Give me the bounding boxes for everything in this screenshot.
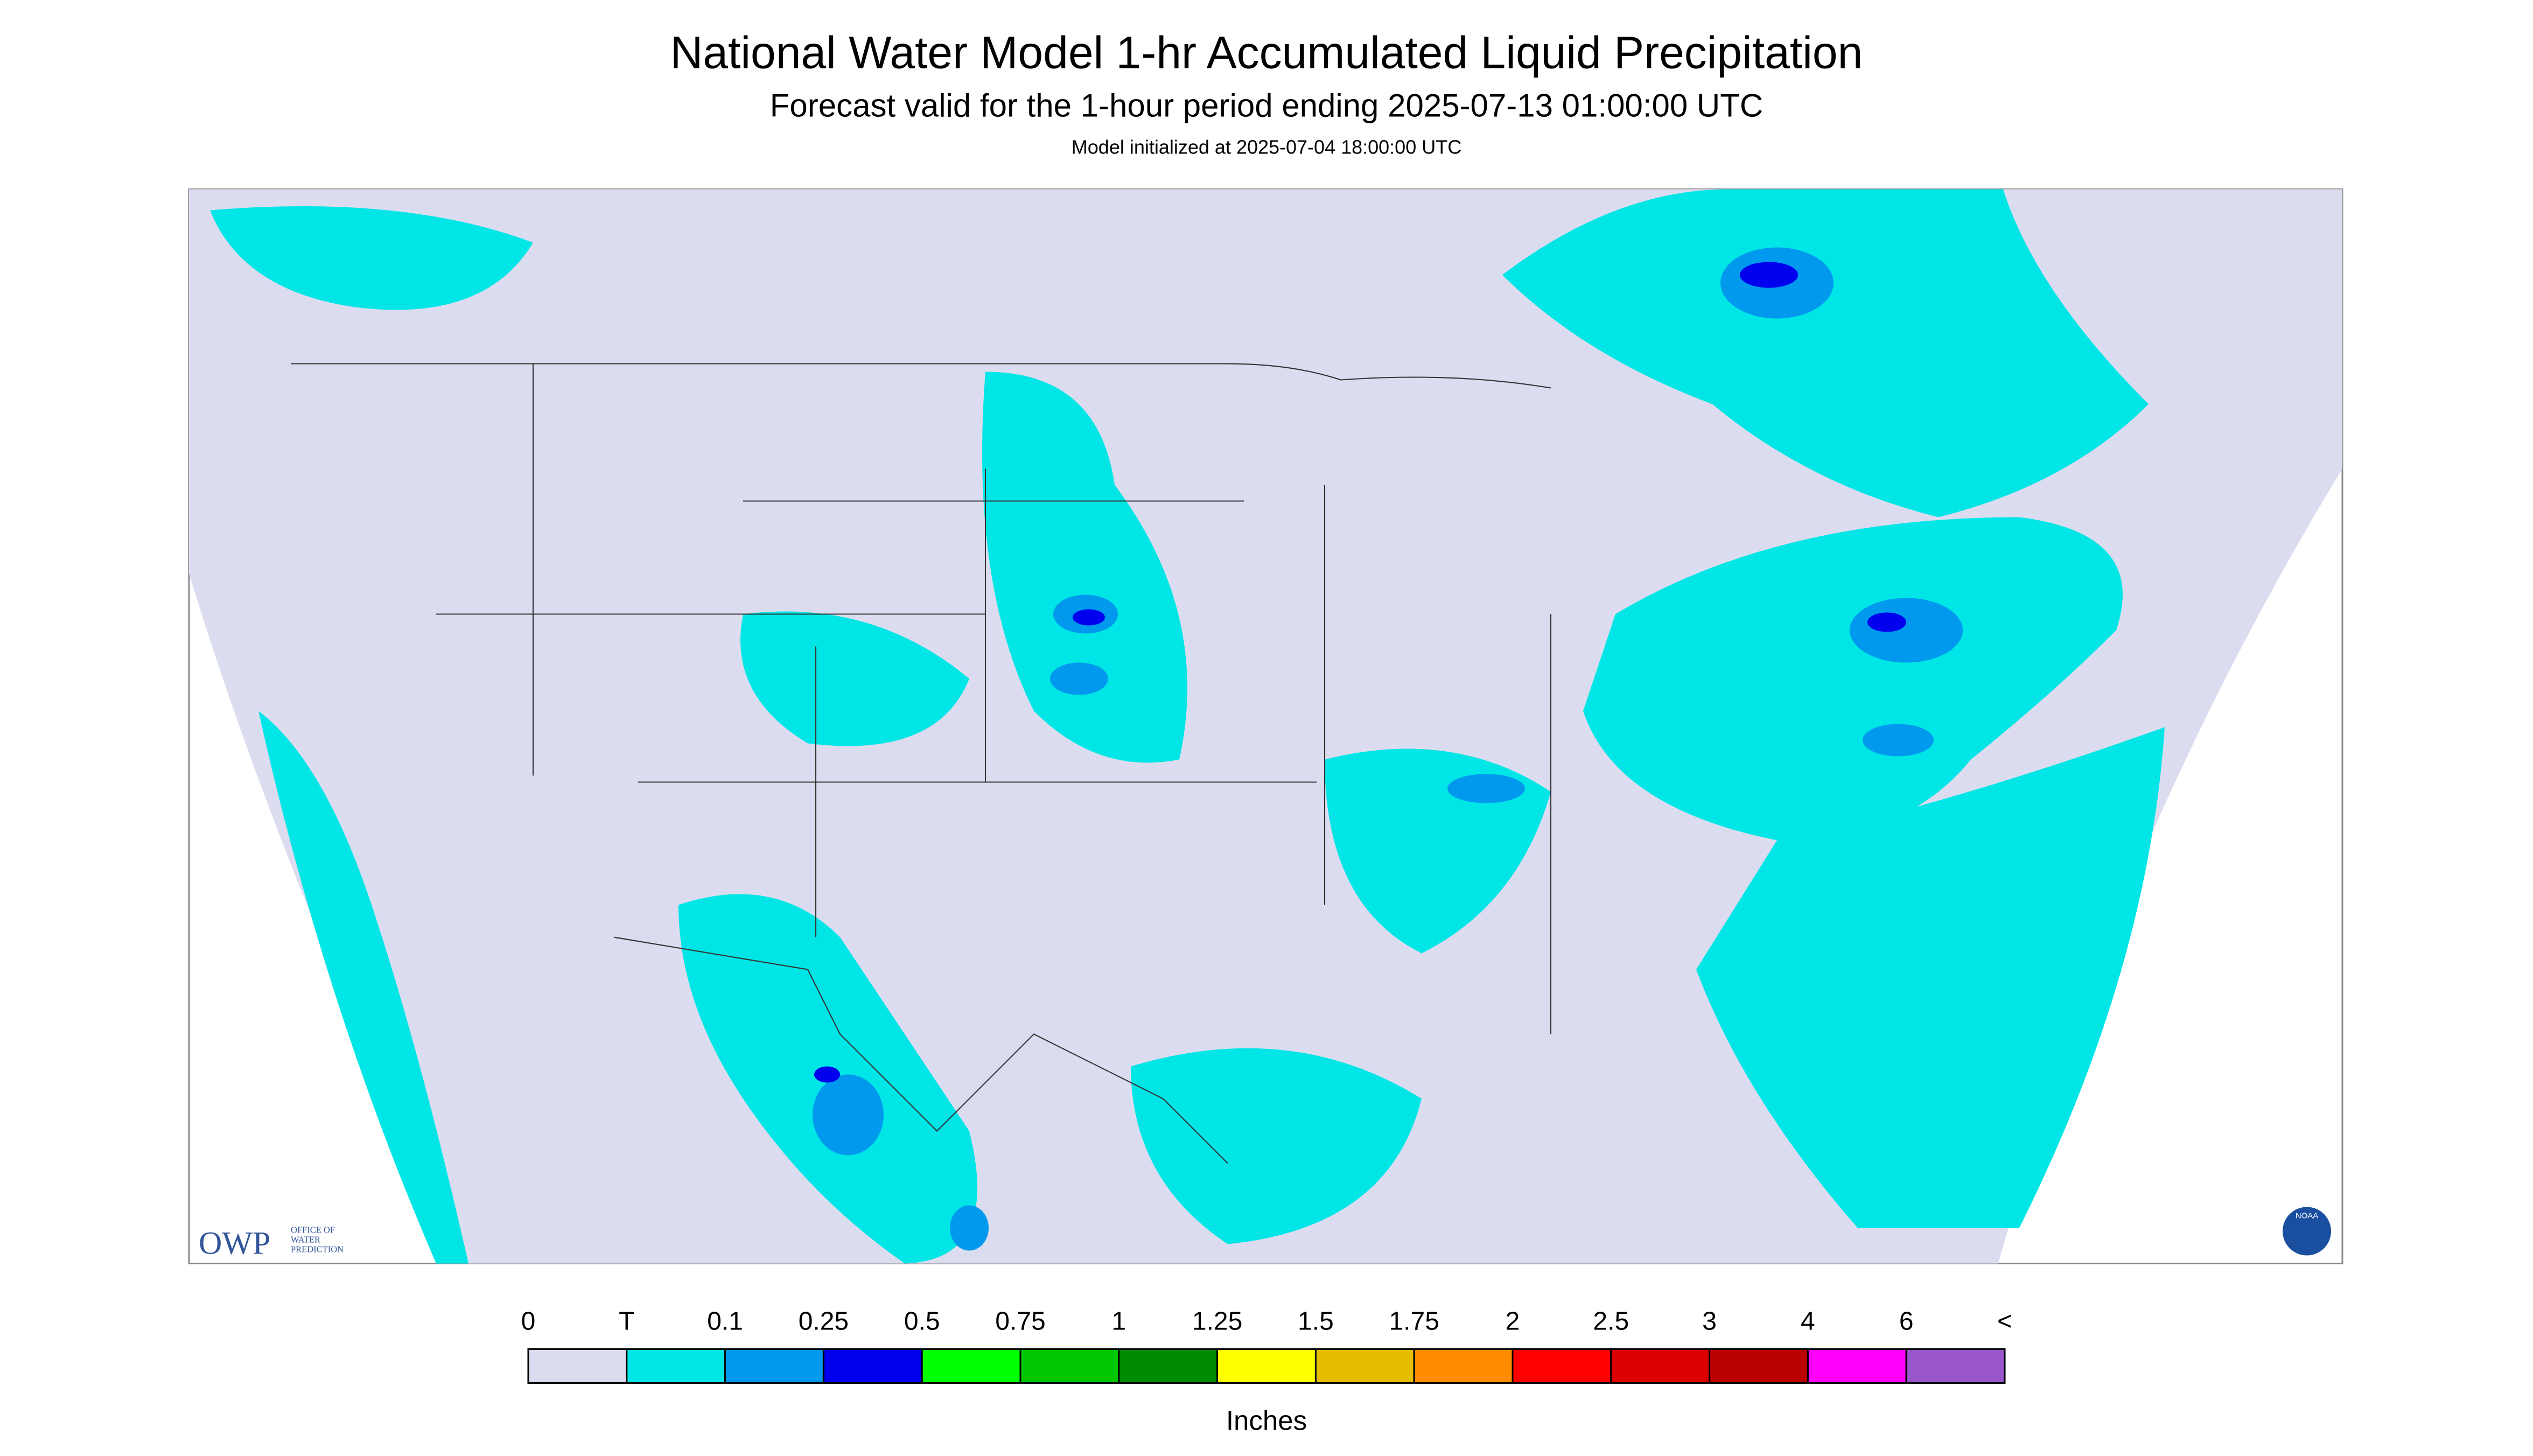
rain-area	[982, 372, 1187, 763]
legend-label: 0.75	[995, 1307, 1045, 1336]
legend-unit: Inches	[1226, 1405, 1307, 1436]
legend-swatch	[1118, 1348, 1219, 1384]
legend-label: <	[1997, 1307, 2012, 1336]
border-line	[613, 936, 1228, 1164]
map: OWP OFFICE OF WATER PREDICTION NOAA	[188, 188, 2343, 1264]
heavy-cell	[1447, 774, 1525, 803]
border-line	[291, 363, 1551, 389]
legend-swatch	[1216, 1348, 1317, 1384]
legend-label: 1	[1111, 1307, 1126, 1336]
heavy-cell	[1863, 724, 1934, 757]
legend-swatch	[1019, 1348, 1120, 1384]
legend-label: T	[619, 1307, 634, 1336]
legend-swatch	[1610, 1348, 1711, 1384]
legend-label: 3	[1702, 1307, 1717, 1336]
legend-swatch	[527, 1348, 628, 1384]
legend-label: 1.5	[1298, 1307, 1334, 1336]
state-lines	[638, 468, 1552, 1034]
core-cell	[1867, 612, 1906, 632]
rain-area	[1583, 517, 2123, 841]
legend-label: 0.1	[707, 1307, 743, 1336]
legend-label: 2.5	[1593, 1307, 1629, 1336]
core-cell	[1740, 262, 1798, 288]
legend-swatch	[626, 1348, 726, 1384]
heavy-cell	[1050, 662, 1108, 695]
init-time: Model initialized at 2025-07-04 18:00:00…	[1072, 136, 1461, 158]
title: National Water Model 1-hr Accumulated Li…	[670, 27, 1863, 78]
owp-logo-line: WATER	[291, 1235, 320, 1245]
rain-area	[1696, 727, 2165, 1228]
noaa-logo	[2283, 1207, 2331, 1256]
heavy-cells	[813, 247, 1963, 1251]
legend-label: 1.75	[1389, 1307, 1439, 1336]
owp-logo: OWP	[199, 1226, 270, 1261]
legend-swatch	[921, 1348, 1021, 1384]
heavy-cell	[813, 1074, 884, 1156]
legend-swatch	[1709, 1348, 1809, 1384]
legend-label: 4	[1801, 1307, 1815, 1336]
legend-swatch	[1512, 1348, 1612, 1384]
heavy-cell	[1850, 598, 1963, 663]
heavy-cell	[950, 1205, 989, 1251]
legend-swatch	[724, 1348, 824, 1384]
rain-area	[210, 206, 533, 310]
subtitle: Forecast valid for the 1-hour period end…	[770, 88, 1763, 124]
legend-swatch	[1413, 1348, 1514, 1384]
legend-swatch	[1314, 1348, 1415, 1384]
core-cell	[1073, 609, 1105, 626]
legend-label: 6	[1899, 1307, 1914, 1336]
legend-swatch	[822, 1348, 923, 1384]
rain-area	[258, 711, 468, 1264]
core-cell	[814, 1066, 840, 1083]
state-lines	[436, 363, 1244, 776]
legend-label: 0.25	[799, 1307, 849, 1336]
boundaries	[291, 363, 1552, 1164]
owp-logo-line: OFFICE OF	[291, 1225, 335, 1235]
rain-area	[1131, 1048, 1422, 1244]
legend-label: 0	[521, 1307, 536, 1336]
noaa-logo-text: NOAA	[2296, 1212, 2319, 1221]
legend-swatch	[1807, 1348, 1907, 1384]
legend: 0 T 0.1 0.25 0.5 0.75 1 1.25 1.5 1.75 2 2.5 3 4 6 <	[521, 1307, 2012, 1384]
rain-area	[740, 611, 969, 746]
legend-label: 2	[1506, 1307, 1520, 1336]
legend-swatch	[1905, 1348, 2006, 1384]
rain-area	[1502, 189, 2149, 517]
owp-logo-line: PREDICTION	[291, 1244, 344, 1255]
legend-label: 0.5	[904, 1307, 940, 1336]
legend-label: 1.25	[1192, 1307, 1242, 1336]
